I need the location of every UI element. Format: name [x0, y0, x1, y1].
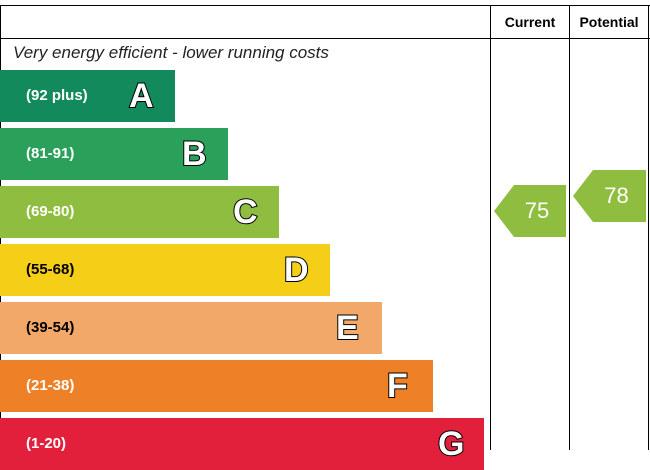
band-b: (81-91) B: [0, 128, 228, 180]
header-divider: [0, 38, 650, 39]
band-d: (55-68) D: [0, 244, 330, 296]
current-rating-value: 75: [524, 198, 550, 223]
efficiency-subtitle: Very energy efficient - lower running co…: [13, 43, 329, 62]
energy-rating-chart: Current Potential Very energy efficient …: [0, 5, 650, 470]
band-letter: A: [128, 76, 155, 116]
current-rating-arrow: 75: [494, 185, 566, 237]
band-range-label: (1-20): [26, 435, 67, 452]
band-a: (92 plus) A: [0, 70, 175, 122]
band-range-label: (39-54): [26, 319, 75, 336]
current-column-header: Current: [504, 14, 556, 30]
right-border: [648, 5, 649, 450]
potential-rating-arrow: 78: [573, 170, 646, 222]
top-border: [0, 5, 650, 6]
band-letter: B: [181, 134, 208, 174]
band-range-label: (69-80): [26, 203, 75, 220]
current-column-divider: [490, 5, 491, 450]
band-letter: E: [335, 308, 360, 348]
band-range-label: (21-38): [26, 377, 75, 394]
band-g: (1-20) G: [0, 418, 484, 470]
potential-rating-value: 78: [604, 183, 629, 208]
band-f: (21-38) F: [0, 360, 433, 412]
band-c: (69-80) C: [0, 186, 279, 238]
band-range-label: (55-68): [26, 261, 75, 278]
band-letter: G: [437, 424, 465, 464]
band-e: (39-54) E: [0, 302, 382, 354]
band-range-label: (92 plus): [26, 87, 88, 104]
band-letter: F: [386, 366, 409, 406]
band-range-label: (81-91): [26, 145, 75, 162]
band-letter: C: [232, 192, 259, 232]
band-letter: D: [283, 250, 310, 290]
potential-column-header: Potential: [579, 14, 639, 30]
potential-column-divider: [569, 5, 570, 450]
